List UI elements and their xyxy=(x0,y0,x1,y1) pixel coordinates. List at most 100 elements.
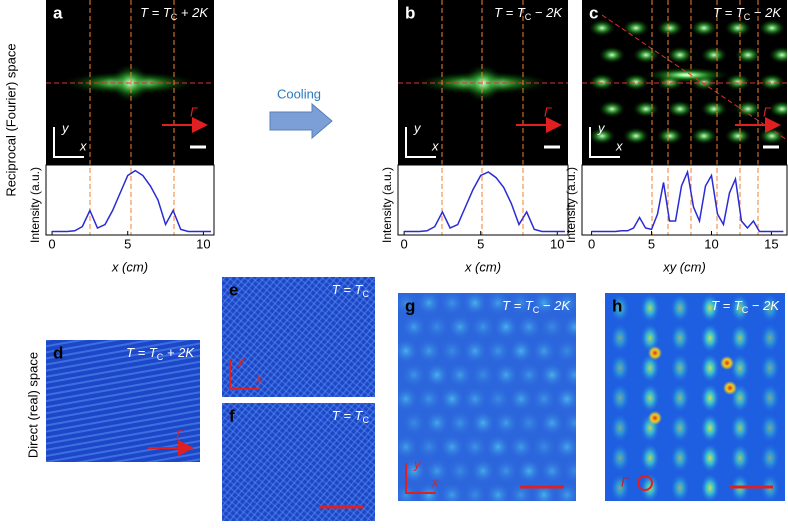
panel-letter: g xyxy=(405,296,415,315)
panel-letter: h xyxy=(612,296,622,315)
gamma-label: Γ xyxy=(763,104,771,119)
spot xyxy=(758,73,786,91)
blob xyxy=(517,411,541,435)
blob xyxy=(563,315,576,339)
blob xyxy=(448,411,472,435)
temp-text: − 2K xyxy=(750,5,782,20)
blob xyxy=(440,483,464,501)
blob xyxy=(700,413,720,443)
image-panel: d T = TC + 2K Γ xyxy=(46,340,200,462)
plot-frame xyxy=(397,164,569,236)
blob xyxy=(463,339,487,363)
blob xyxy=(610,473,630,501)
blob xyxy=(509,387,533,411)
blob xyxy=(448,315,472,339)
blob xyxy=(610,383,630,413)
axis-icon-label: y xyxy=(597,120,606,135)
spot xyxy=(622,73,650,91)
panel-letter: c xyxy=(589,3,598,22)
temperature: T = TC − 2K xyxy=(494,5,563,22)
panel-letter: e xyxy=(229,280,238,299)
diagonal xyxy=(601,14,787,141)
side-label: Direct (real) space xyxy=(25,352,40,458)
blob xyxy=(555,293,576,315)
image xyxy=(46,0,214,165)
cooling-label: Cooling xyxy=(277,86,321,101)
blob xyxy=(509,435,533,459)
spot xyxy=(588,19,616,37)
temp-text: T = T xyxy=(494,5,526,20)
temp-sub: C xyxy=(742,305,749,315)
spot xyxy=(666,100,694,118)
blob xyxy=(471,459,495,483)
blob xyxy=(532,339,556,363)
blob xyxy=(563,411,576,435)
spot xyxy=(758,19,786,37)
gamma-marker xyxy=(637,475,653,491)
blob xyxy=(425,363,449,387)
image-panel: h T = TC − 2K Γ xyxy=(605,293,785,501)
axes-icon xyxy=(53,127,84,158)
temp-sub: C xyxy=(533,305,540,315)
blob xyxy=(532,435,556,459)
blob xyxy=(398,387,418,411)
blob xyxy=(760,383,780,413)
x-tick-label: 0 xyxy=(48,236,55,251)
blob xyxy=(494,411,518,435)
x-axis-label: x (cm) xyxy=(111,259,148,274)
blob xyxy=(398,339,418,363)
blob xyxy=(760,323,780,353)
spot xyxy=(724,127,752,145)
x-tick-label: 5 xyxy=(477,236,484,251)
blob xyxy=(448,459,472,483)
image xyxy=(582,0,787,165)
blob xyxy=(730,293,750,323)
panel-letter: b xyxy=(405,3,415,22)
background xyxy=(605,293,785,501)
blob xyxy=(700,383,720,413)
blob xyxy=(610,323,630,353)
y-axis-label: Intensity (a.u.) xyxy=(564,167,578,243)
temp-sub: C xyxy=(157,352,164,362)
temperature: T = TC + 2K xyxy=(126,345,195,362)
panel-letter: a xyxy=(53,3,63,22)
image-panel: b T = TC − 2K yx Γ xyxy=(398,0,568,235)
side-label: Reciprocal (Fourier) space xyxy=(3,43,18,196)
x-tick-label: 0 xyxy=(401,236,408,251)
blob xyxy=(610,353,630,383)
blob xyxy=(398,293,418,315)
blob xyxy=(555,339,576,363)
blob xyxy=(610,293,630,323)
axis-icon-label: x xyxy=(615,138,623,153)
blob xyxy=(670,443,690,473)
axis-icon-label: x xyxy=(431,474,439,489)
spot xyxy=(724,19,752,37)
spot xyxy=(690,127,718,145)
blob xyxy=(486,339,510,363)
temp-text: T = T xyxy=(126,345,158,360)
blob xyxy=(730,413,750,443)
spot xyxy=(656,127,684,145)
temperature: T = TC − 2K xyxy=(502,298,571,315)
plot-frame xyxy=(45,164,215,236)
blob xyxy=(670,293,690,323)
blob xyxy=(555,387,576,411)
temperature: T = TC + 2K xyxy=(140,5,209,22)
x-tick-label: 10 xyxy=(196,236,210,251)
spot xyxy=(588,127,616,145)
blob xyxy=(494,459,518,483)
temp-sub: C xyxy=(363,415,370,425)
blob xyxy=(494,363,518,387)
blob xyxy=(730,323,750,353)
image xyxy=(398,0,568,165)
gamma-label: Γ xyxy=(176,427,184,442)
blob xyxy=(610,413,630,443)
image xyxy=(46,340,200,462)
blob xyxy=(700,473,720,501)
spot xyxy=(656,19,684,37)
blob xyxy=(402,315,426,339)
axis-icon-label: y xyxy=(61,120,70,135)
image-panel: f T = TC xyxy=(222,403,375,521)
blob xyxy=(486,435,510,459)
